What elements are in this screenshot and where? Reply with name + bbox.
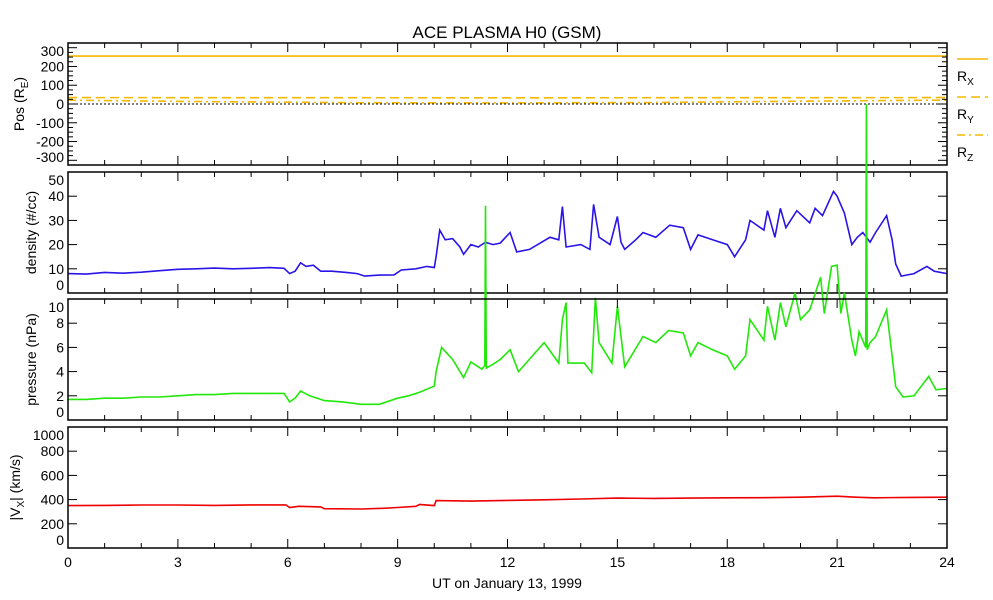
panel-frame: [67, 298, 948, 421]
x-tick-label: 24: [939, 554, 955, 570]
y-tick-label: 400: [41, 492, 65, 508]
y-axis-label-velocity: |VX| (km/s): [7, 454, 27, 520]
y-axis-label-density: density (#/cc): [23, 191, 39, 274]
legend-label-RY: RY: [957, 106, 974, 126]
y-tick-label: 0: [56, 532, 64, 548]
y-tick-label: 4: [56, 364, 64, 380]
panel-frame: [67, 42, 948, 166]
panel-frame: [67, 171, 948, 294]
legend-label-RZ: RZ: [957, 144, 973, 164]
x-tick-label: 6: [284, 554, 292, 570]
legend: RX RY RZ: [957, 58, 988, 164]
y-tick-label: 10: [48, 299, 64, 315]
chart-title: ACE PLASMA H0 (GSM): [413, 23, 602, 42]
y-tick-label: 50: [48, 172, 64, 188]
y-tick-label: 10: [48, 261, 64, 277]
y-tick-label: -100: [36, 115, 64, 131]
y-tick-label: 600: [41, 467, 65, 483]
y-tick-label: 8: [56, 315, 64, 331]
y-axis-label-position: Pos (RE): [11, 77, 31, 131]
y-tick-label: 40: [48, 188, 64, 204]
series-line-pressure: [68, 104, 948, 406]
y-tick-label: 0: [56, 96, 64, 112]
x-tick-label: 3: [174, 554, 182, 570]
x-tick-label: 21: [829, 554, 845, 570]
y-tick-label: 200: [41, 58, 65, 74]
y-tick-label: 300: [41, 43, 65, 59]
x-tick-label: 12: [500, 554, 516, 570]
series-line-vx: [67, 495, 948, 510]
y-axis-label-pressure: pressure (nPa): [23, 313, 39, 406]
legend-label-RX: RX: [957, 68, 974, 88]
series-line-density: [67, 189, 948, 278]
y-tick-label: 800: [41, 443, 65, 459]
y-tick-label: 0: [56, 404, 64, 420]
series-line-Rz: [67, 99, 948, 104]
y-tick-label: 100: [41, 77, 65, 93]
x-tick-label: 9: [394, 554, 402, 570]
y-tick-label: 20: [48, 237, 64, 253]
x-tick-label: 0: [64, 554, 72, 570]
x-axis-label: UT on January 13, 1999: [432, 575, 582, 591]
x-tick-label: 18: [719, 554, 735, 570]
y-tick-label: 6: [56, 339, 64, 355]
x-tick-label: 15: [610, 554, 626, 570]
y-tick-label: 2: [56, 388, 64, 404]
y-tick-label: -300: [36, 149, 64, 165]
y-tick-label: 0: [56, 277, 64, 293]
y-tick-label: -200: [36, 134, 64, 150]
panel-frame: [67, 426, 948, 549]
y-tick-label: 200: [41, 516, 65, 532]
y-tick-label: 1000: [33, 427, 64, 443]
y-tick-label: 30: [48, 212, 64, 228]
